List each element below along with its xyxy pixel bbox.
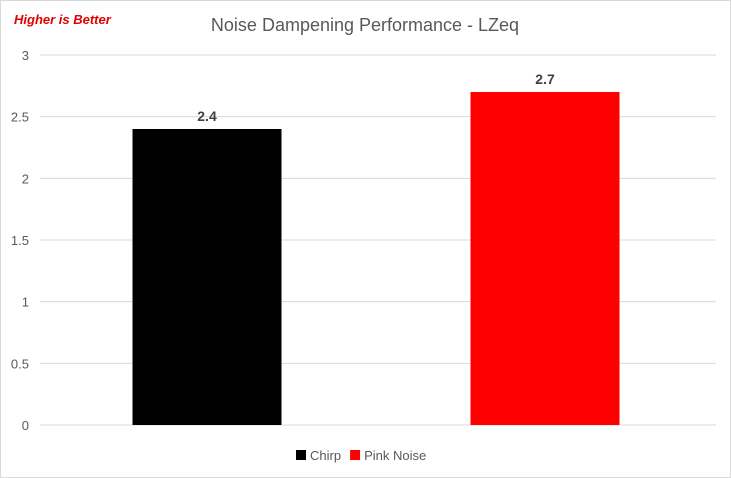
legend-label: Pink Noise [364, 448, 426, 463]
data-label: 2.7 [535, 71, 555, 87]
data-label: 2.4 [197, 108, 217, 124]
y-axis-ticks: 0 0.5 1 1.5 2 2.5 3 [11, 48, 29, 433]
data-labels: 2.4 2.7 [197, 71, 555, 124]
y-tick-label: 0 [22, 418, 29, 433]
y-tick-label: 1 [22, 295, 29, 310]
legend-swatch [296, 450, 306, 460]
bars [132, 92, 620, 425]
chart-title: Noise Dampening Performance - LZeq [211, 15, 519, 35]
bar-pink-noise [470, 92, 620, 425]
bar-chirp [132, 129, 282, 425]
y-tick-label: 3 [22, 48, 29, 63]
y-tick-label: 2 [22, 171, 29, 186]
legend-label: Chirp [310, 448, 341, 463]
y-tick-label: 1.5 [11, 233, 29, 248]
y-tick-label: 2.5 [11, 110, 29, 125]
legend: Chirp Pink Noise [296, 448, 426, 463]
y-tick-label: 0.5 [11, 356, 29, 371]
higher-is-better-note: Higher is Better [14, 12, 112, 27]
legend-swatch [350, 450, 361, 460]
